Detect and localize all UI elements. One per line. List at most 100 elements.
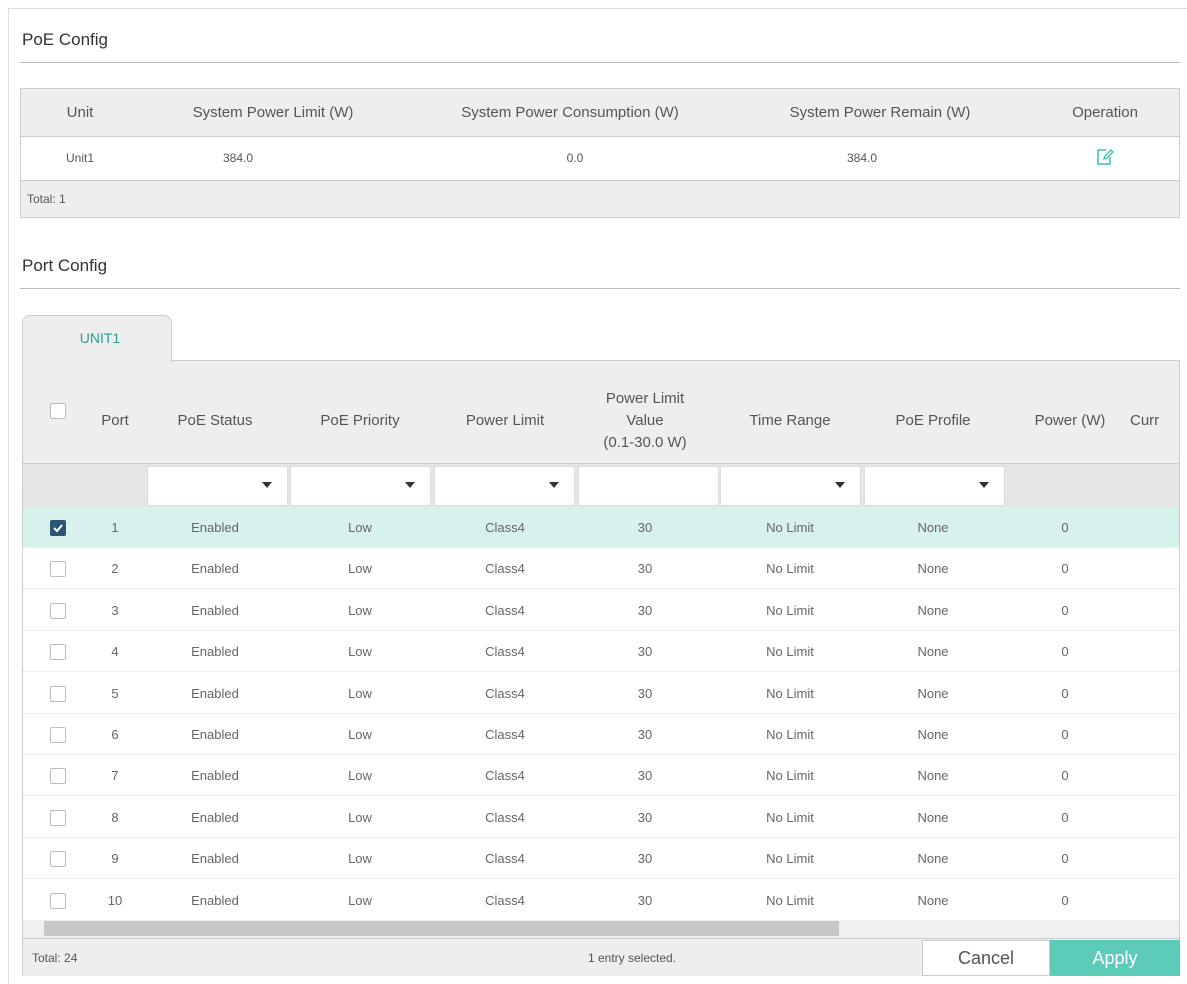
- check: [53, 524, 63, 533]
- cell: Low: [348, 851, 372, 867]
- cell: Low: [348, 727, 372, 742]
- column-header: System Power Limit (W): [192, 104, 354, 121]
- cell: None: [917, 892, 949, 908]
- cell: None: [917, 520, 949, 535]
- cell: 7: [111, 768, 119, 784]
- cell: No Limit: [766, 727, 814, 742]
- header-row: [23, 361, 1179, 464]
- frame: [8, 8, 1187, 984]
- dropdown-arrow[interactable]: [262, 482, 272, 488]
- cell: No Limit: [766, 685, 814, 701]
- row-checkbox[interactable]: [50, 602, 66, 619]
- cell: No Limit: [766, 809, 814, 825]
- cell: Class4: [485, 892, 525, 908]
- cell: Enabled: [191, 685, 239, 701]
- select-all[interactable]: [50, 403, 66, 419]
- column-header: PoE Priority: [320, 412, 400, 429]
- cell: Enabled: [191, 727, 239, 742]
- cell: Class4: [485, 768, 525, 784]
- column-header: Operation: [1072, 104, 1138, 121]
- dropdown-arrow[interactable]: [549, 482, 559, 488]
- table-row: [23, 714, 1179, 755]
- cell: Class4: [485, 809, 525, 825]
- row-checkbox[interactable]: [50, 851, 66, 868]
- dropdown-arrow[interactable]: [835, 482, 845, 488]
- column-header: Power (W): [1034, 412, 1106, 429]
- filter-input[interactable]: [578, 466, 719, 506]
- cancel-label[interactable]: Cancel: [957, 948, 1015, 968]
- cell: Enabled: [191, 851, 239, 867]
- cell: 0: [1061, 851, 1069, 867]
- row-checkbox[interactable]: [50, 561, 66, 578]
- apply-label[interactable]: Apply: [1092, 948, 1138, 968]
- selection-status: 1 entry selected.: [587, 951, 677, 965]
- table-footer: Total: 24: [32, 951, 78, 965]
- row-checkbox[interactable]: [50, 892, 66, 909]
- cell: None: [917, 809, 949, 825]
- cell: None: [917, 644, 949, 660]
- footer-row: [21, 180, 1179, 217]
- row-checkbox[interactable]: [50, 768, 66, 785]
- cell: 0: [1061, 602, 1069, 618]
- row-checkbox[interactable]: [50, 727, 66, 743]
- tab-label[interactable]: UNIT1: [79, 330, 121, 346]
- tab[interactable]: [22, 315, 172, 362]
- cell: 0: [1061, 685, 1069, 701]
- row-checkbox[interactable]: [50, 520, 66, 536]
- column-header: Power Limit: [605, 390, 685, 407]
- cell: Low: [348, 644, 372, 660]
- column-header: Unit: [66, 104, 94, 121]
- cell: Low: [348, 768, 372, 784]
- cell: 9: [111, 851, 119, 867]
- cell: 30: [637, 520, 653, 535]
- cell: 384.0: [222, 151, 254, 165]
- column-header: System Power Remain (W): [789, 104, 971, 121]
- cell: Enabled: [191, 809, 239, 825]
- cell: 10: [107, 892, 123, 908]
- cell: Class4: [485, 561, 525, 577]
- cell: 30: [637, 644, 653, 660]
- row-checkbox[interactable]: [50, 685, 66, 702]
- cell: No Limit: [766, 561, 814, 577]
- cell: Enabled: [191, 602, 239, 618]
- table-footer: Total: 1: [27, 192, 66, 206]
- cell: None: [917, 768, 949, 784]
- column-header: System Power Consumption (W): [461, 104, 679, 121]
- table-row: [23, 548, 1179, 590]
- cell: Low: [348, 602, 372, 618]
- cell: 6: [111, 727, 119, 742]
- dropdown-arrow[interactable]: [979, 482, 989, 488]
- cell: Class4: [485, 602, 525, 618]
- cell: Low: [348, 520, 372, 535]
- cell: 30: [637, 892, 653, 908]
- cell: Enabled: [191, 561, 239, 577]
- cell: Enabled: [191, 768, 239, 784]
- table-row: [23, 589, 1179, 631]
- cell: 30: [637, 685, 653, 701]
- cell: 0: [1061, 727, 1069, 742]
- cell: 30: [637, 768, 653, 784]
- cell: None: [917, 727, 949, 742]
- apply-button[interactable]: [1050, 940, 1180, 976]
- cell: Unit1: [65, 151, 95, 165]
- cell: 2: [111, 561, 119, 577]
- cell: No Limit: [766, 851, 814, 867]
- scroll-thumb[interactable]: [44, 921, 839, 936]
- cancel-button[interactable]: [922, 940, 1050, 976]
- row-checkbox[interactable]: [50, 644, 66, 661]
- cell: 0: [1061, 520, 1069, 535]
- section-title: PoE Config: [22, 30, 108, 49]
- cell: 0: [1061, 768, 1069, 784]
- table-row: [23, 879, 1179, 921]
- dropdown-arrow[interactable]: [405, 482, 415, 488]
- column-header: PoE Status: [177, 412, 253, 429]
- cell: Enabled: [191, 892, 239, 908]
- row-checkbox[interactable]: [50, 809, 66, 826]
- edit-icon[interactable]: [1096, 148, 1114, 166]
- cell: 30: [637, 851, 653, 867]
- cell: 0: [1061, 644, 1069, 660]
- cell: 3: [111, 602, 119, 618]
- cell: Class4: [485, 851, 525, 867]
- column-header: Power Limit: [465, 412, 545, 429]
- header-row: [21, 89, 1179, 137]
